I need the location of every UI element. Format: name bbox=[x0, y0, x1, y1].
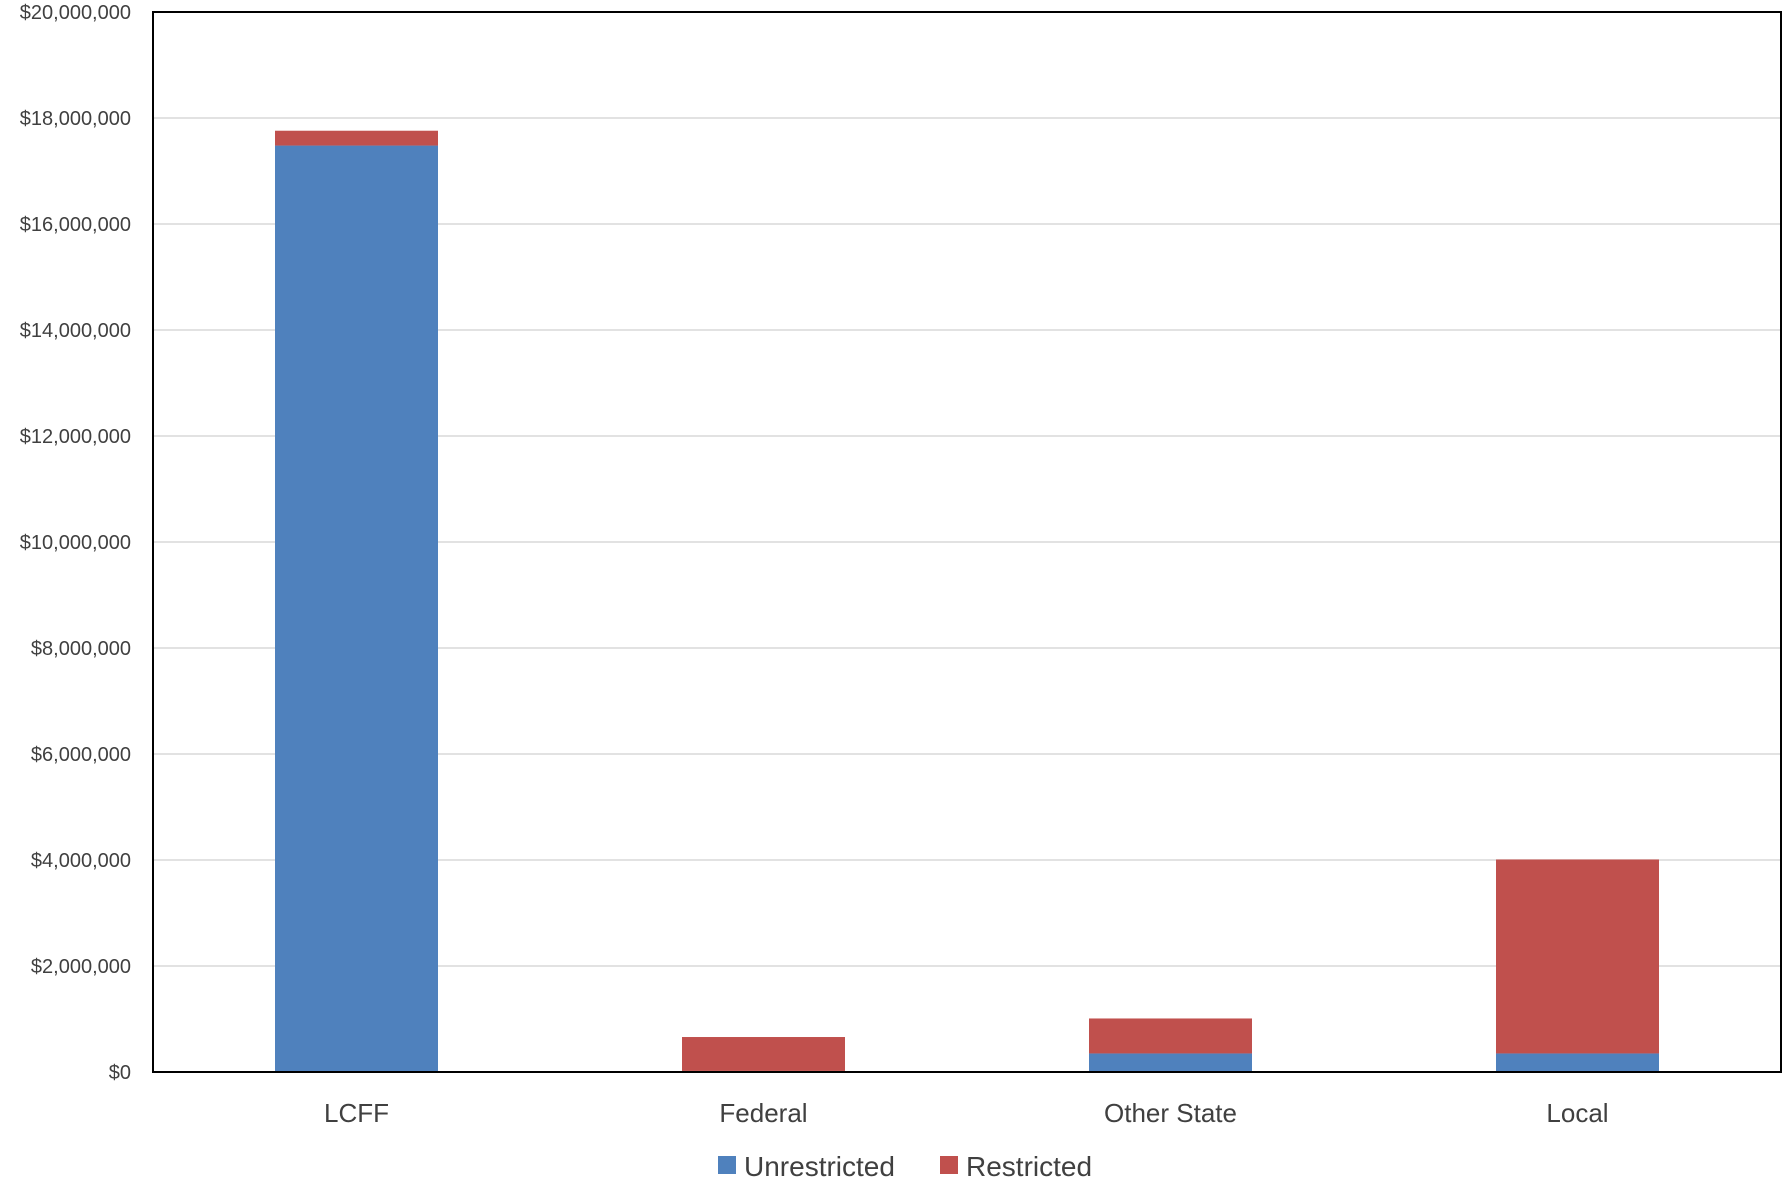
y-tick-label: $16,000,000 bbox=[20, 214, 131, 236]
y-tick-label: $4,000,000 bbox=[31, 850, 131, 872]
bar-restricted-lcff bbox=[275, 130, 438, 146]
bar-restricted-other-state bbox=[1089, 1018, 1252, 1054]
legend: Unrestricted Restricted bbox=[718, 1151, 1092, 1182]
x-category-label: Local bbox=[1546, 1098, 1608, 1128]
y-tick-label: $6,000,000 bbox=[31, 744, 131, 766]
y-tick-label: $2,000,000 bbox=[31, 956, 131, 978]
legend-swatch-restricted bbox=[940, 1156, 958, 1174]
bars bbox=[275, 130, 1659, 1072]
legend-label-unrestricted: Unrestricted bbox=[744, 1151, 895, 1182]
y-axis-ticks: $0 $2,000,000 $4,000,000 $6,000,000 $8,000,0… bbox=[20, 2, 131, 1084]
x-category-label: LCFF bbox=[324, 1098, 389, 1128]
y-tick-label: $14,000,000 bbox=[20, 320, 131, 342]
x-axis-categories: LCFF Federal Other State Local bbox=[324, 1098, 1609, 1128]
legend-label-restricted: Restricted bbox=[966, 1151, 1092, 1182]
legend-swatch-unrestricted bbox=[718, 1156, 736, 1174]
plot-area-frame bbox=[152, 11, 1782, 1073]
bar-restricted-local bbox=[1496, 859, 1659, 1054]
y-tick-label: $8,000,000 bbox=[31, 638, 131, 660]
x-category-label: Federal bbox=[719, 1098, 807, 1128]
x-category-label: Other State bbox=[1104, 1098, 1237, 1128]
y-tick-label: $12,000,000 bbox=[20, 426, 131, 448]
y-tick-label: $0 bbox=[109, 1062, 131, 1084]
y-tick-label: $20,000,000 bbox=[20, 2, 131, 24]
y-tick-label: $18,000,000 bbox=[20, 108, 131, 130]
bar-unrestricted-local bbox=[1496, 1053, 1659, 1072]
bar-unrestricted-lcff bbox=[275, 145, 438, 1072]
bar-restricted-federal bbox=[682, 1037, 845, 1071]
y-tick-label: $10,000,000 bbox=[20, 532, 131, 554]
bar-unrestricted-other-state bbox=[1089, 1053, 1252, 1072]
